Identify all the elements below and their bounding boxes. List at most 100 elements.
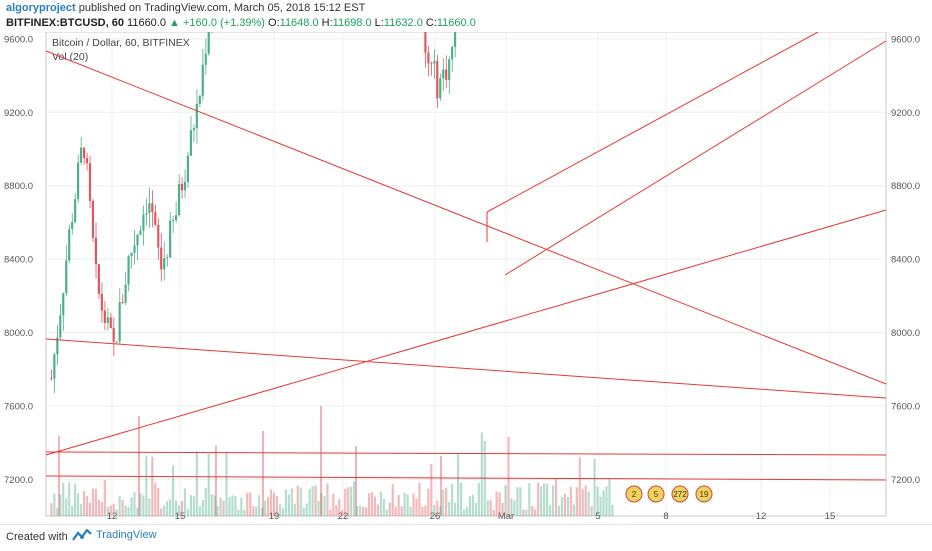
volume-bar	[192, 496, 195, 516]
candle-body	[145, 213, 148, 215]
volume-bar	[587, 491, 590, 516]
volume-spike	[138, 416, 140, 516]
volume-bar	[308, 488, 311, 516]
volume-bar	[284, 489, 287, 516]
volume-bar	[605, 486, 608, 516]
candle-body	[445, 69, 448, 81]
price-chart[interactable]: 7200.0 7200.0 7600.0 7600.0 8000.0 8000.0 8400…	[0, 32, 932, 524]
candle-body	[124, 284, 127, 303]
volume-bar	[409, 506, 412, 516]
candle-body	[207, 32, 210, 54]
volume-bar	[210, 494, 213, 516]
volume-bar	[195, 451, 198, 516]
x-tick-label: 22	[338, 511, 349, 522]
volume-bar	[177, 505, 181, 516]
event-count-label: 272	[673, 490, 687, 499]
volume-bar	[88, 502, 92, 516]
volume-bar	[531, 505, 534, 516]
volume-bar	[323, 496, 326, 516]
volume-bar	[356, 505, 359, 516]
volume-bar	[501, 502, 504, 516]
volume-bar	[373, 496, 377, 516]
volume-bar	[385, 509, 388, 516]
created-with-label: Created with	[6, 531, 68, 543]
volume-bar	[439, 506, 442, 516]
candle-body	[442, 69, 445, 79]
volume-bar	[183, 488, 187, 516]
volume-bar	[53, 493, 56, 516]
volume-bar	[344, 488, 347, 516]
candle-body	[100, 293, 103, 311]
volume-bar	[106, 506, 109, 516]
candle-body	[79, 147, 83, 163]
volume-bar	[474, 502, 477, 516]
volume-bar	[124, 505, 127, 516]
brand-label: TradingView	[96, 529, 157, 541]
volume-bar	[249, 492, 252, 516]
candle-body	[160, 247, 163, 270]
volume-bar	[602, 490, 605, 516]
close-label: C:	[425, 17, 437, 29]
volume-bar	[341, 509, 344, 516]
volume-bar	[593, 458, 596, 516]
volume-bar	[391, 484, 394, 516]
volume-bar	[252, 505, 255, 516]
volume-bar	[430, 464, 433, 516]
volume-bar	[121, 500, 124, 516]
volume-bar	[465, 507, 469, 516]
author-link[interactable]: algoryproject	[6, 2, 76, 14]
volume-bar	[237, 509, 240, 516]
trend-line	[45, 451, 887, 456]
candle-body	[115, 341, 118, 343]
volume-bar	[335, 505, 338, 516]
candle-body	[163, 258, 166, 270]
volume-bar	[74, 484, 77, 516]
volume-bar	[498, 492, 501, 516]
volume-bar	[566, 496, 569, 516]
volume-bar	[347, 487, 350, 516]
tradingview-link[interactable]: TradingView	[72, 529, 157, 541]
volume-indicator-label: Vol (20)	[52, 51, 88, 63]
x-tick-label: 15	[175, 511, 186, 522]
volume-bar	[180, 500, 184, 516]
price-change: +160.0 (+1.39%)	[183, 17, 265, 29]
volume-bar	[136, 507, 139, 516]
volume-bar	[112, 503, 115, 516]
volume-bar	[305, 503, 308, 516]
candle-body	[157, 224, 160, 248]
low-label: L:	[374, 17, 384, 29]
candle-body	[139, 230, 142, 235]
volume-bar	[421, 506, 424, 516]
volume-bar	[219, 497, 222, 516]
candle-body	[127, 256, 130, 285]
candle-body	[91, 200, 95, 238]
y-tick-label-right: 7200.0	[891, 475, 920, 486]
y-tick-label-right: 9200.0	[891, 108, 920, 119]
y-tick-label-right: 8800.0	[891, 181, 920, 192]
y-tick-label-left: 8400.0	[4, 255, 33, 266]
volume-bar	[77, 493, 80, 516]
candle-body	[448, 59, 451, 81]
candle-body	[166, 257, 169, 259]
event-flag-icon	[625, 485, 643, 503]
open-value: 11648.0	[279, 17, 319, 29]
volume-bar	[353, 481, 356, 516]
volume-bar	[462, 509, 466, 516]
volume-spike	[262, 431, 264, 516]
y-tick-label-right: 8400.0	[891, 255, 920, 266]
volume-bar	[359, 505, 362, 516]
open-label: O:	[268, 17, 280, 29]
volume-bar	[216, 506, 219, 516]
volume-bar	[118, 496, 121, 516]
candle-body	[195, 103, 198, 129]
trend-line	[45, 50, 887, 385]
volume-bar	[436, 500, 439, 516]
volume-bar	[166, 501, 169, 516]
volume-bar	[142, 495, 145, 516]
trend-line	[486, 32, 819, 213]
volume-bar	[103, 480, 106, 516]
volume-bar	[361, 507, 365, 516]
publish-line: algoryproject published on TradingView.c…	[6, 2, 365, 14]
volume-bar	[540, 486, 543, 516]
volume-bar	[272, 492, 276, 516]
